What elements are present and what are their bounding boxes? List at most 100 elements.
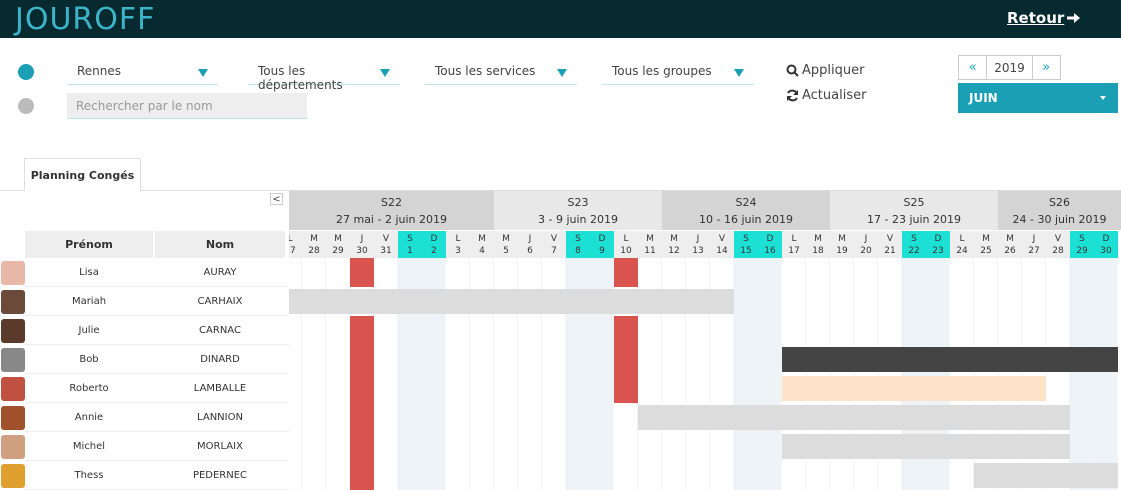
day-header: M 19 bbox=[830, 231, 854, 258]
day-letter: D bbox=[766, 234, 774, 244]
day-letter: S bbox=[575, 234, 581, 244]
absence-bar bbox=[974, 463, 1118, 488]
avatar bbox=[1, 464, 25, 488]
first-name: Michel bbox=[72, 441, 106, 452]
day-number: 26 bbox=[1004, 246, 1016, 256]
week-header: S25 17 - 23 juin 2019 bbox=[830, 191, 998, 230]
day-number: 16 bbox=[764, 246, 776, 256]
avatar bbox=[1, 377, 25, 401]
first-name: Thess bbox=[74, 470, 104, 481]
holiday bbox=[350, 345, 374, 374]
department-select[interactable]: Tous les départements bbox=[248, 61, 400, 92]
day-letter: J bbox=[528, 234, 532, 244]
search-input[interactable]: Rechercher par le nom bbox=[67, 93, 307, 119]
tab[interactable]: Planning Congés bbox=[24, 158, 141, 191]
day-header: V 14 bbox=[710, 231, 734, 258]
avatar bbox=[1, 290, 25, 314]
arrow-icon bbox=[1067, 13, 1081, 23]
site-select[interactable]: Rennes bbox=[67, 61, 218, 85]
day-letter: M bbox=[814, 234, 822, 244]
day-number: 4 bbox=[479, 246, 485, 256]
prev-year[interactable]: « bbox=[959, 56, 988, 79]
day-letter: V bbox=[886, 234, 894, 244]
group-select[interactable]: Tous les groupes bbox=[602, 61, 754, 85]
week-range: 17 - 23 juin 2019 bbox=[867, 213, 961, 226]
service-select[interactable]: Tous les services bbox=[425, 61, 577, 85]
status-dot[interactable] bbox=[18, 98, 34, 114]
week-header: S24 10 - 16 juin 2019 bbox=[662, 191, 830, 230]
refresh-button[interactable]: Actualiser bbox=[786, 88, 866, 103]
month-select[interactable]: JUIN bbox=[958, 83, 1118, 113]
holiday bbox=[614, 345, 638, 374]
last-name: CARHAIX bbox=[197, 296, 243, 307]
column-header[interactable]: Nom bbox=[155, 231, 285, 258]
nav-prev[interactable]: < bbox=[270, 193, 283, 205]
row-line bbox=[25, 402, 289, 403]
apply-button[interactable]: Appliquer bbox=[786, 63, 864, 78]
day-letter: V bbox=[550, 234, 558, 244]
day-letter: J bbox=[360, 234, 364, 244]
status-dot[interactable] bbox=[18, 64, 34, 80]
day-number: 10 bbox=[620, 246, 632, 256]
day-column bbox=[289, 258, 302, 490]
day-letter: S bbox=[743, 234, 749, 244]
last-name: PEDERNEC bbox=[192, 470, 248, 481]
refresh-icon bbox=[787, 89, 798, 102]
day-number: 27 bbox=[289, 246, 296, 256]
back-text: Retour bbox=[1007, 9, 1065, 27]
day-letter: M bbox=[982, 234, 990, 244]
day-header: D 30 bbox=[1094, 231, 1118, 258]
column-header[interactable]: Prénom bbox=[25, 231, 153, 258]
day-letter: V bbox=[382, 234, 390, 244]
select-text: Tous les départements bbox=[258, 64, 343, 92]
week-range: 24 - 30 juin 2019 bbox=[1012, 213, 1107, 226]
month-text: JUIN bbox=[969, 91, 998, 105]
row-line bbox=[25, 315, 289, 316]
day-letter: L bbox=[455, 234, 461, 244]
holiday bbox=[614, 258, 638, 287]
last-name: DINARD bbox=[200, 354, 240, 365]
day-header: J 27 bbox=[1022, 231, 1046, 258]
day-column bbox=[758, 258, 782, 490]
day-letter: M bbox=[838, 234, 846, 244]
day-number: 18 bbox=[812, 246, 824, 256]
last-name: MORLAIX bbox=[197, 441, 243, 452]
day-header: M 11 bbox=[638, 231, 662, 258]
day-number: 25 bbox=[980, 246, 992, 256]
day-letter: V bbox=[1054, 234, 1062, 244]
week-label: S24 bbox=[735, 196, 757, 209]
day-header: V 28 bbox=[1046, 231, 1070, 258]
day-letter: L bbox=[959, 234, 965, 244]
day-number: 30 bbox=[1100, 246, 1112, 256]
next-year[interactable]: » bbox=[1042, 60, 1051, 75]
day-number: 28 bbox=[308, 246, 320, 256]
day-number: 31 bbox=[380, 246, 392, 256]
button-text: Actualiser bbox=[802, 88, 867, 103]
row-line bbox=[25, 431, 289, 432]
day-letter: M bbox=[502, 234, 510, 244]
day-number: 27 bbox=[1028, 246, 1040, 256]
day-number: 29 bbox=[1076, 246, 1088, 256]
first-name: Roberto bbox=[69, 383, 109, 394]
day-letter: J bbox=[864, 234, 868, 244]
day-number: 12 bbox=[668, 246, 680, 256]
search-icon bbox=[786, 64, 799, 77]
day-header: J 13 bbox=[686, 231, 710, 258]
day-letter: D bbox=[598, 234, 606, 244]
top-bar: JOUROFF Retour bbox=[0, 0, 1121, 38]
day-number: 21 bbox=[884, 246, 896, 256]
back-link[interactable]: Retour bbox=[1007, 9, 1081, 27]
day-letter: D bbox=[1102, 234, 1110, 244]
day-number: 17 bbox=[788, 246, 800, 256]
day-number: 14 bbox=[716, 246, 728, 256]
logo[interactable]: JOUROFF bbox=[15, 2, 156, 37]
day-number: 30 bbox=[356, 246, 368, 256]
day-header: D 16 bbox=[758, 231, 782, 258]
absence-bar bbox=[782, 347, 1118, 372]
day-header: S 29 bbox=[1070, 231, 1094, 258]
